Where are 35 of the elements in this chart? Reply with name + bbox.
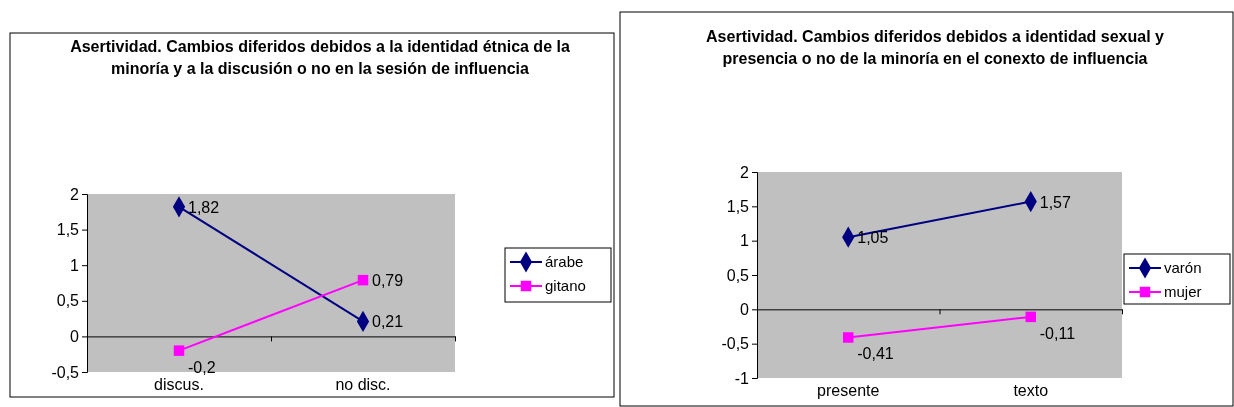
data-label: 0,79 [372, 272, 404, 290]
y-tick-label: 2 [70, 185, 80, 203]
y-tick-label: 1 [70, 256, 80, 274]
data-label: 1,05 [857, 229, 889, 247]
legend-label: árabe [545, 253, 584, 270]
chart-title: Asertividad. Cambios diferidos debidos a la identidad étnica de la minoría y a la discusión o no en la sesión de influencia [70, 38, 570, 77]
data-label: -0,2 [188, 358, 216, 376]
x-tick-label: discus. [154, 376, 204, 393]
y-tick-label: 1 [740, 232, 750, 250]
data-label: 1,57 [1039, 193, 1071, 211]
y-tick-label: 0 [70, 328, 80, 346]
y-tick-label: 1,5 [56, 221, 80, 239]
y-tick-label: 0,5 [56, 292, 80, 310]
point [357, 274, 369, 286]
x-tick-label: no disc. [335, 376, 391, 393]
legend-label: gitano [545, 277, 586, 294]
chart-title: Asertividad. Cambios diferidos debidos a identidad sexual y presencia o no de la minoría en el conexto de influencia [706, 28, 1165, 67]
y-tick-label: 0,5 [726, 266, 750, 284]
y-tick-label: -1 [734, 369, 750, 387]
data-label: -0,41 [857, 345, 894, 363]
point [843, 332, 854, 343]
data-label: 1,82 [188, 198, 220, 216]
y-tick-label: -0,5 [51, 363, 80, 381]
point [173, 345, 185, 356]
y-tick-label: 0 [740, 300, 750, 318]
x-tick-label: presente [817, 382, 880, 399]
data-label: -0,11 [1039, 324, 1076, 342]
legend-label: varón [1164, 259, 1202, 276]
y-tick-label: 1,5 [726, 197, 750, 215]
data-label: 0,21 [372, 313, 404, 331]
point [1025, 311, 1036, 323]
y-tick-label: -0,5 [721, 335, 750, 353]
legend-label: mujer [1164, 283, 1202, 300]
x-tick-label: texto [1013, 382, 1049, 399]
y-tick-label: 2 [740, 163, 750, 181]
